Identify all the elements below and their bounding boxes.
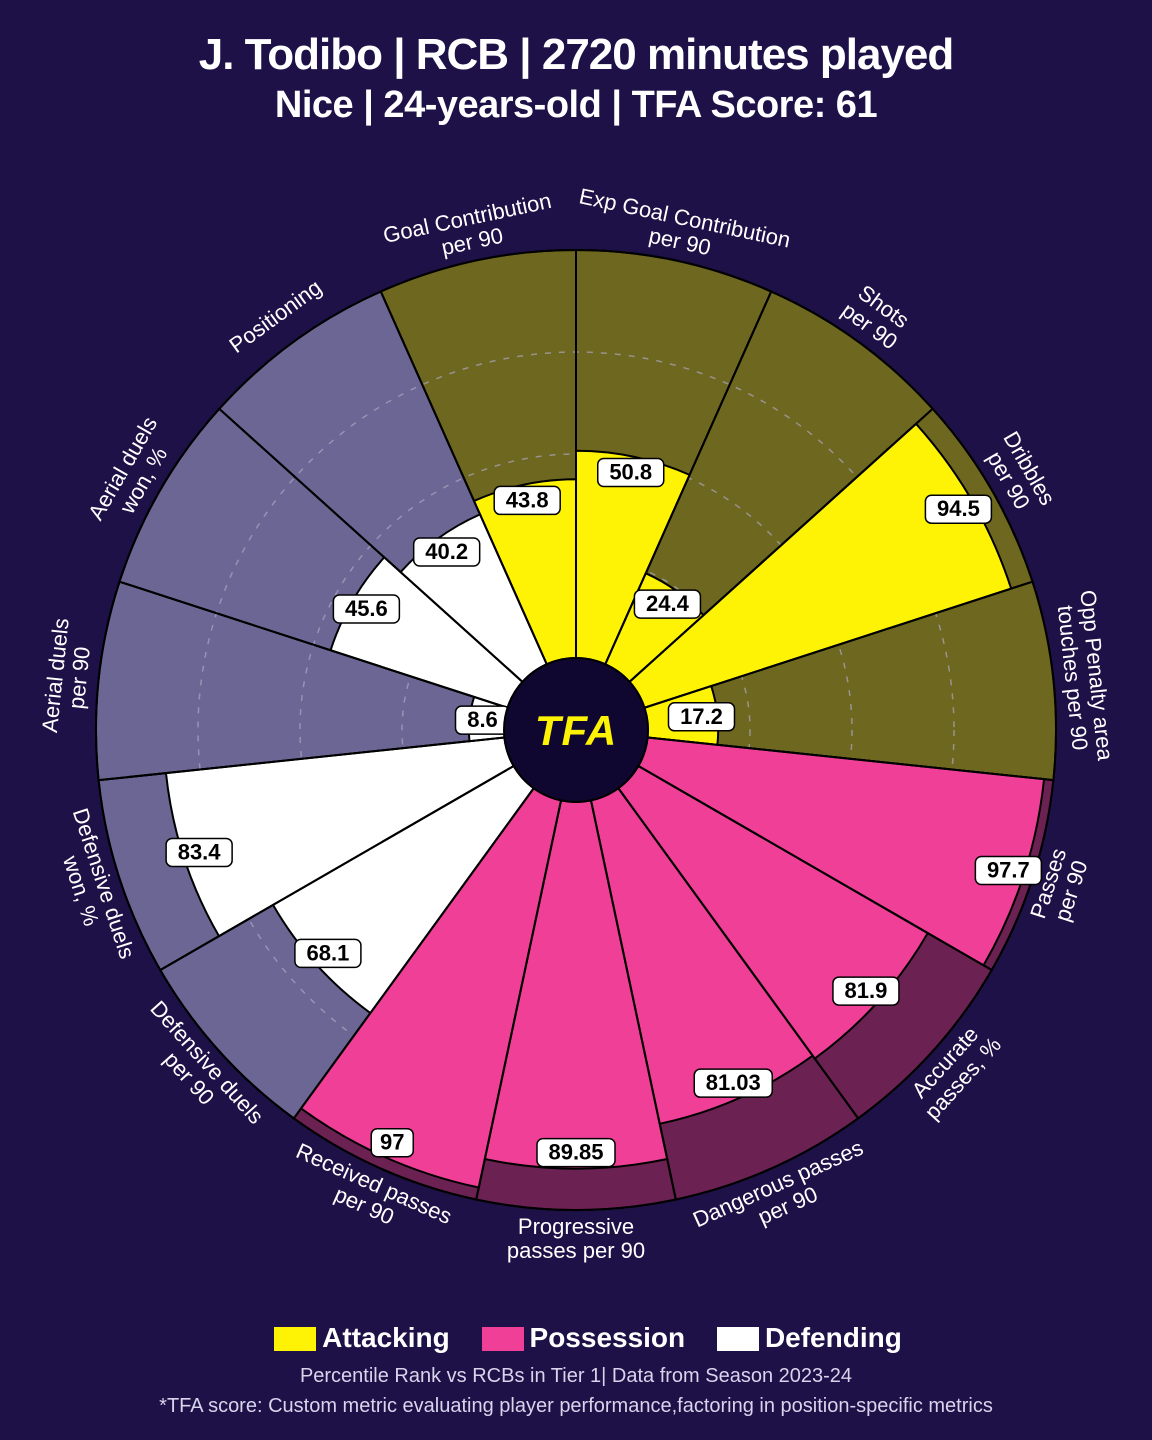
svg-text:94.5: 94.5 (937, 496, 980, 521)
legend-label-defending: Defending (765, 1322, 902, 1353)
svg-text:50.8: 50.8 (609, 459, 652, 484)
svg-text:68.1: 68.1 (306, 940, 349, 965)
svg-text:97.7: 97.7 (987, 857, 1030, 882)
svg-text:per 90: per 90 (64, 645, 95, 710)
svg-text:43.8: 43.8 (506, 487, 549, 512)
svg-text:passes per 90: passes per 90 (507, 1238, 645, 1263)
svg-text:45.6: 45.6 (345, 596, 388, 621)
legend-swatch-possession (482, 1327, 524, 1351)
polar-chart: 43.8 50.8 24.4 94.5 17.2 97.7 81.9 81.03 89.85 97… (0, 110, 1152, 1440)
svg-text:81.9: 81.9 (845, 978, 888, 1003)
legend: Attacking Possession Defending (0, 1322, 1152, 1354)
svg-text:24.4: 24.4 (646, 591, 690, 616)
svg-text:97: 97 (380, 1130, 404, 1155)
svg-text:17.2: 17.2 (680, 704, 723, 729)
svg-text:81.03: 81.03 (706, 1070, 761, 1095)
legend-swatch-defending (717, 1327, 759, 1351)
legend-swatch-attacking (274, 1327, 316, 1351)
svg-text:8.6: 8.6 (467, 707, 498, 732)
svg-text:Progressive: Progressive (518, 1214, 634, 1239)
svg-text:TFA: TFA (535, 707, 617, 754)
svg-text:83.4: 83.4 (178, 839, 222, 864)
footer-line2: *TFA score: Custom metric evaluating pla… (0, 1395, 1152, 1418)
svg-text:89.85: 89.85 (548, 1140, 603, 1165)
legend-label-possession: Possession (530, 1322, 686, 1353)
footer-line1: Percentile Rank vs RCBs in Tier 1| Data … (0, 1365, 1152, 1388)
chart-title-line1: J. Todibo | RCB | 2720 minutes played (0, 30, 1152, 80)
legend-label-attacking: Attacking (322, 1322, 450, 1353)
svg-text:40.2: 40.2 (425, 539, 468, 564)
